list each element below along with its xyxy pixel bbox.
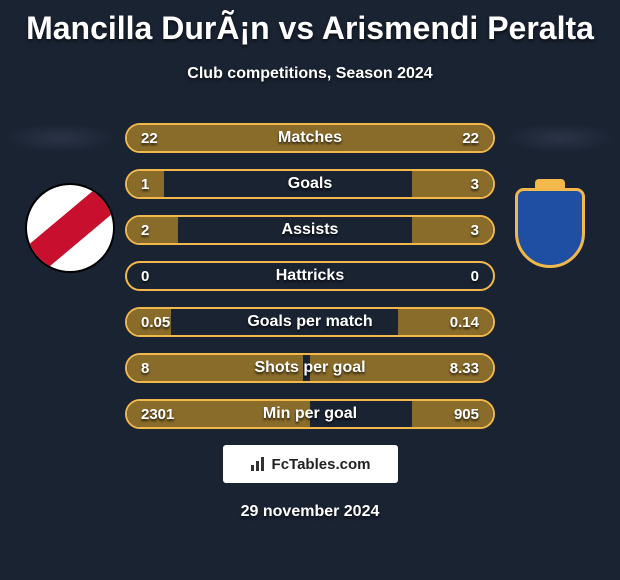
- stat-value-a: 1: [127, 176, 197, 193]
- comparison-panel: 22Matches221Goals32Assists30Hattricks00.…: [0, 123, 620, 429]
- shadow-ellipse-left: [5, 123, 115, 153]
- stat-row: 8Shots per goal8.33: [125, 353, 495, 383]
- stat-value-b: 8.33: [423, 360, 493, 377]
- stat-row: 0Hattricks0: [125, 261, 495, 291]
- stat-row: 22Matches22: [125, 123, 495, 153]
- brand-text: FcTables.com: [272, 456, 371, 473]
- stat-label: Goals: [197, 175, 423, 193]
- club-b-crest: [505, 188, 595, 278]
- stat-label: Assists: [197, 221, 423, 239]
- stat-value-b: 905: [423, 406, 493, 423]
- stats-list: 22Matches221Goals32Assists30Hattricks00.…: [125, 123, 495, 429]
- shadow-ellipse-right: [505, 123, 615, 153]
- stat-label: Goals per match: [197, 313, 423, 331]
- stat-row: 0.05Goals per match0.14: [125, 307, 495, 337]
- footer-date: 29 november 2024: [0, 503, 620, 521]
- stat-value-a: 2301: [127, 406, 197, 423]
- stat-value-b: 3: [423, 176, 493, 193]
- club-b-shield: [515, 188, 585, 268]
- stat-value-a: 8: [127, 360, 197, 377]
- club-badge-b: [505, 183, 595, 273]
- stat-label: Matches: [197, 129, 423, 147]
- stat-value-b: 22: [423, 130, 493, 147]
- chart-icon: [250, 456, 268, 472]
- stat-value-b: 0.14: [423, 314, 493, 331]
- stat-value-b: 3: [423, 222, 493, 239]
- stat-value-a: 2: [127, 222, 197, 239]
- stat-label: Min per goal: [197, 405, 423, 423]
- stat-value-b: 0: [423, 268, 493, 285]
- stat-label: Hattricks: [197, 267, 423, 285]
- stat-row: 1Goals3: [125, 169, 495, 199]
- club-a-crest: [25, 183, 115, 273]
- club-badge-a: [25, 183, 115, 273]
- stat-value-a: 0.05: [127, 314, 197, 331]
- stat-row: 2Assists3: [125, 215, 495, 245]
- stat-value-a: 22: [127, 130, 197, 147]
- stat-row: 2301Min per goal905: [125, 399, 495, 429]
- brand-logo[interactable]: FcTables.com: [223, 445, 398, 483]
- page-subtitle: Club competitions, Season 2024: [0, 65, 620, 83]
- page-title: Mancilla DurÃ¡n vs Arismendi Peralta: [0, 0, 620, 47]
- stat-value-a: 0: [127, 268, 197, 285]
- stat-label: Shots per goal: [197, 359, 423, 377]
